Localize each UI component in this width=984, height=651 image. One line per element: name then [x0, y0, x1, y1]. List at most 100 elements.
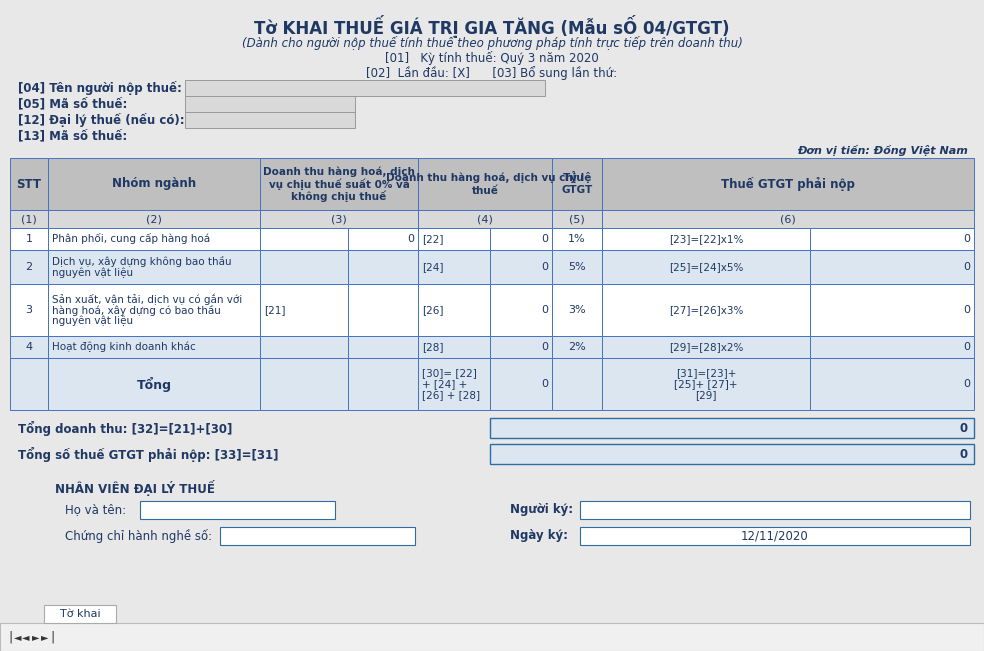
Bar [418, 210, 552, 228]
Bar [552, 336, 602, 358]
Text: hàng hoá, xây dựng có bao thầu: hàng hoá, xây dựng có bao thầu [52, 305, 220, 316]
Text: 0: 0 [407, 234, 414, 244]
Text: Tổng: Tổng [137, 376, 171, 391]
Text: [02]  Lần đầu: [X]      [03] Bổ sung lần thứ:: [02] Lần đầu: [X] [03] Bổ sung lần thứ: [366, 66, 618, 80]
Text: [04] Tên người nộp thuế:: [04] Tên người nộp thuế: [18, 81, 182, 95]
Text: Đơn vị tiền: Đồng Việt Nam: Đơn vị tiền: Đồng Việt Nam [797, 145, 968, 156]
Bar [260, 336, 348, 358]
Text: |: | [8, 631, 12, 643]
Bar [44, 605, 116, 623]
Bar [185, 80, 545, 96]
Text: 2: 2 [26, 262, 32, 272]
Text: [05] Mã số thuế:: [05] Mã số thuế: [18, 98, 127, 111]
Bar [260, 284, 348, 336]
Text: NHÂN VIÊN ĐẠI LÝ THUẾ: NHÂN VIÊN ĐẠI LÝ THUẾ [55, 480, 215, 496]
Bar [260, 210, 418, 228]
Text: 3: 3 [26, 305, 32, 315]
Text: (6): (6) [780, 214, 796, 224]
Bar [348, 336, 418, 358]
Text: 0: 0 [541, 262, 548, 272]
Text: Doanh thu hàng hoá, dịch: Doanh thu hàng hoá, dịch [263, 167, 415, 177]
Text: [29]=[28]x2%: [29]=[28]x2% [669, 342, 743, 352]
Text: Người ký:: Người ký: [510, 503, 573, 516]
Bar [490, 250, 552, 284]
Bar [48, 228, 260, 250]
Text: Hoạt động kinh doanh khác: Hoạt động kinh doanh khác [52, 342, 196, 352]
Text: [13] Mã số thuế:: [13] Mã số thuế: [18, 130, 127, 143]
Bar [10, 250, 48, 284]
Bar [552, 358, 602, 410]
Text: Tổng doanh thu: [32]=[21]+[30]: Tổng doanh thu: [32]=[21]+[30] [18, 421, 232, 436]
Bar [48, 210, 260, 228]
Text: 0: 0 [541, 342, 548, 352]
Text: 1%: 1% [568, 234, 585, 244]
Text: [22]: [22] [422, 234, 444, 244]
Bar [348, 358, 418, 410]
Bar [10, 358, 48, 410]
Text: Tờ KHAI THUẾ GIÁ TRỊ GIA TĂNG (Mẫu sỐ 04/GTGT): Tờ KHAI THUẾ GIÁ TRỊ GIA TĂNG (Mẫu sỐ 04… [254, 14, 730, 38]
Bar [490, 418, 974, 438]
Text: (1): (1) [21, 214, 36, 224]
Text: Phân phối, cung cấp hàng hoá: Phân phối, cung cấp hàng hoá [52, 234, 211, 245]
Text: [26]: [26] [422, 305, 444, 315]
Bar [220, 527, 415, 545]
Bar [580, 501, 970, 519]
Text: 4: 4 [26, 342, 32, 352]
Text: [30]= [22]: [30]= [22] [422, 368, 477, 378]
Text: (Dành cho người nộp thuế tính thuế theo phương pháp tính trực tiếp trên doanh th: (Dành cho người nộp thuế tính thuế theo … [241, 36, 743, 50]
Text: 0: 0 [541, 305, 548, 315]
Text: Thuế GTGT phải nộp: Thuế GTGT phải nộp [721, 177, 855, 191]
Bar [48, 158, 260, 210]
Text: ►: ► [41, 632, 48, 642]
Bar [552, 284, 602, 336]
Text: [26] + [28]: [26] + [28] [422, 390, 480, 400]
Bar [602, 158, 974, 210]
Bar [490, 358, 552, 410]
Text: [31]=[23]+: [31]=[23]+ [676, 368, 736, 378]
Text: [27]=[26]x3%: [27]=[26]x3% [669, 305, 743, 315]
Bar [418, 358, 490, 410]
Bar [418, 250, 490, 284]
Text: (2): (2) [146, 214, 162, 224]
Bar [140, 501, 335, 519]
Text: Dịch vụ, xây dựng không bao thầu: Dịch vụ, xây dựng không bao thầu [52, 256, 231, 267]
Text: [12] Đại lý thuế (nếu có):: [12] Đại lý thuế (nếu có): [18, 113, 185, 127]
Text: Chứng chỉ hành nghề số:: Chứng chỉ hành nghề số: [65, 529, 213, 543]
Bar [810, 250, 974, 284]
Text: 0: 0 [963, 234, 970, 244]
Bar [810, 228, 974, 250]
Text: [25]=[24]x5%: [25]=[24]x5% [669, 262, 743, 272]
Text: 0: 0 [963, 305, 970, 315]
Bar [810, 284, 974, 336]
Text: 3%: 3% [568, 305, 585, 315]
Text: Tỷ lệ: Tỷ lệ [563, 171, 591, 183]
Bar [10, 284, 48, 336]
Text: Sản xuất, vận tải, dịch vụ có gắn với: Sản xuất, vận tải, dịch vụ có gắn với [52, 293, 242, 305]
Bar [418, 284, 490, 336]
Bar [490, 284, 552, 336]
Text: thuế: thuế [471, 186, 499, 195]
Text: ◄: ◄ [22, 632, 30, 642]
Bar [48, 358, 260, 410]
Bar [348, 228, 418, 250]
Text: 1: 1 [26, 234, 32, 244]
Text: 5%: 5% [568, 262, 585, 272]
Text: không chịu thuế: không chịu thuế [291, 190, 387, 202]
Text: [21]: [21] [264, 305, 285, 315]
Text: 0: 0 [963, 342, 970, 352]
Bar [552, 210, 602, 228]
Text: 2%: 2% [568, 342, 585, 352]
Bar [810, 358, 974, 410]
Bar [490, 336, 552, 358]
Bar [10, 158, 48, 210]
Bar [490, 228, 552, 250]
Text: Họ và tên:: Họ và tên: [65, 503, 126, 516]
Bar [48, 250, 260, 284]
Bar [602, 228, 810, 250]
Text: ►: ► [32, 632, 39, 642]
Bar [260, 158, 418, 210]
Bar [10, 336, 48, 358]
Text: (4): (4) [477, 214, 493, 224]
Bar [348, 250, 418, 284]
Text: nguyên vật liệu: nguyên vật liệu [52, 316, 133, 326]
